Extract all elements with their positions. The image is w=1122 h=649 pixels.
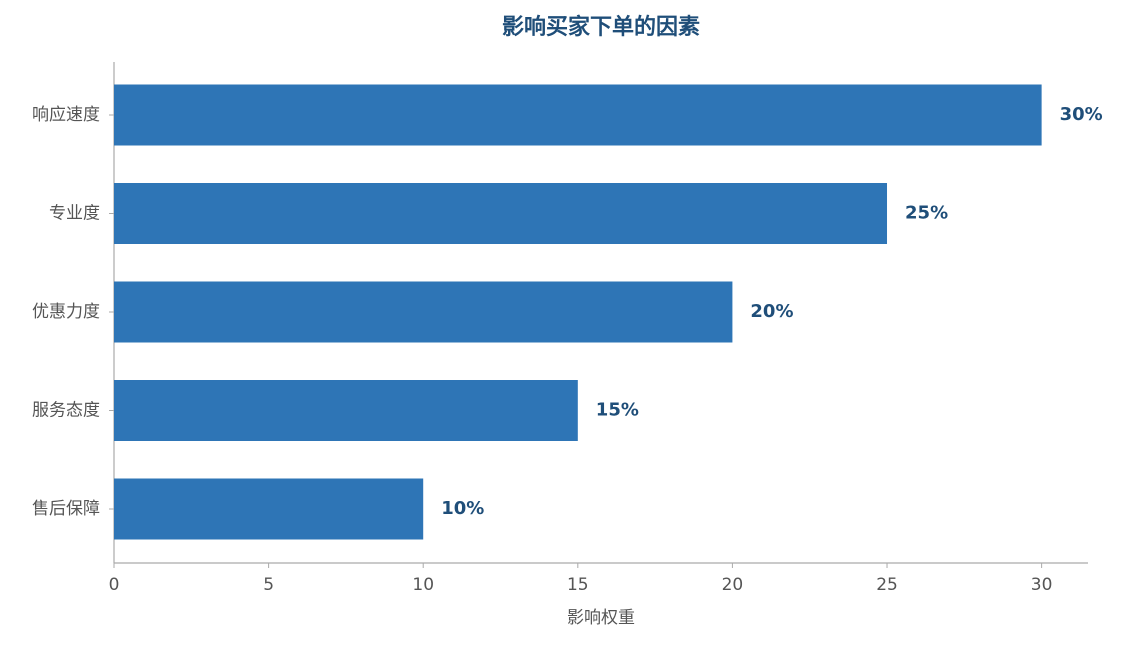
value-label: 30% bbox=[1060, 104, 1103, 125]
bar bbox=[114, 183, 888, 244]
y-tick-label: 服务态度 bbox=[32, 401, 100, 421]
chart-title: 影响买家下单的因素 bbox=[502, 14, 700, 40]
x-tick-label: 15 bbox=[567, 575, 589, 595]
y-tick-label: 专业度 bbox=[49, 204, 100, 224]
x-tick-label: 25 bbox=[876, 575, 898, 595]
y-tick-label: 售后保障 bbox=[32, 499, 100, 519]
y-tick-label: 响应速度 bbox=[32, 105, 100, 125]
bar bbox=[114, 380, 578, 441]
value-label: 15% bbox=[596, 400, 639, 421]
x-tick-label: 5 bbox=[263, 575, 274, 595]
bar bbox=[114, 281, 733, 343]
x-tick-label: 0 bbox=[109, 575, 120, 595]
value-label: 10% bbox=[441, 498, 484, 519]
x-tick-label: 20 bbox=[722, 575, 744, 595]
value-label: 25% bbox=[905, 203, 948, 224]
bar bbox=[114, 478, 424, 540]
value-label: 20% bbox=[750, 301, 793, 322]
x-tick-label: 10 bbox=[412, 575, 434, 595]
x-tick-label: 30 bbox=[1031, 575, 1053, 595]
bar bbox=[114, 84, 1042, 146]
y-tick-label: 优惠力度 bbox=[32, 302, 100, 322]
x-axis-label: 影响权重 bbox=[567, 608, 635, 628]
